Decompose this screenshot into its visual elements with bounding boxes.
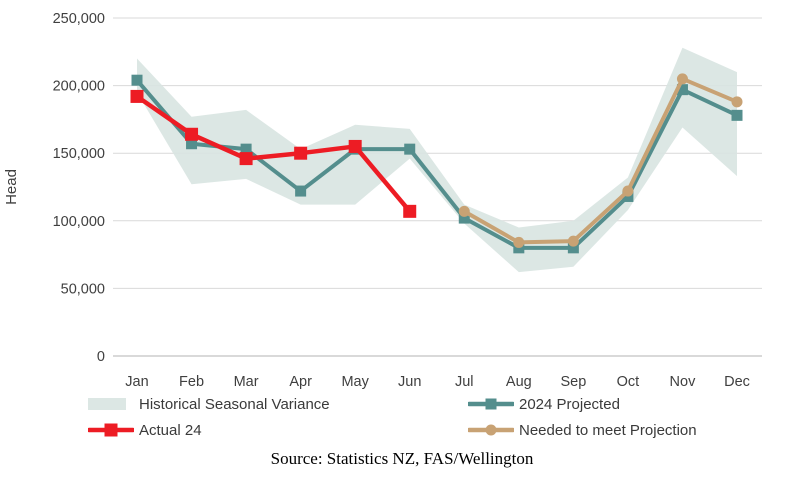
y-tick-label: 150,000 [53, 146, 105, 162]
needed-to-meet-projection-marker [676, 73, 688, 85]
y-axis-title: Head [3, 169, 20, 205]
historical-seasonal-variance-swatch-rect [88, 398, 126, 410]
x-tick-label: Mar [234, 374, 259, 390]
legend-item-actual-24: Actual 24 [88, 421, 202, 439]
legend-label-historical-seasonal-variance: Historical Seasonal Variance [139, 395, 330, 413]
x-tick-label: Dec [724, 374, 750, 390]
x-tick-label: Apr [289, 374, 312, 390]
historical-seasonal-variance-band [137, 47, 737, 273]
legend-item-historical-seasonal-variance: Historical Seasonal Variance [88, 395, 330, 413]
actual-24-marker [348, 139, 362, 153]
legend-label-actual-24: Actual 24 [139, 421, 202, 439]
projected-2024-marker [186, 138, 198, 150]
x-tick-label: Oct [617, 374, 640, 390]
x-tick-label: Jan [125, 374, 148, 390]
legend-label-needed-to-meet-projection: Needed to meet Projection [519, 421, 697, 439]
needed-to-meet-projection-swatch-marker [485, 424, 497, 436]
x-tick-label: Feb [179, 374, 204, 390]
historical-seasonal-variance-swatch-graphic [88, 398, 126, 410]
y-tick-label: 200,000 [53, 79, 105, 95]
needed-to-meet-projection-marker [731, 96, 743, 108]
x-tick-label: Aug [506, 374, 532, 390]
actual-24-swatch-marker [104, 423, 118, 437]
projected-2024-marker [240, 143, 252, 155]
needed-to-meet-projection-swatch [468, 422, 514, 438]
legend-item-projected-2024: 2024 Projected [468, 395, 620, 413]
actual-24-swatch-graphic [88, 423, 134, 437]
projected-2024-marker [731, 109, 743, 121]
projected-2024-marker [567, 242, 579, 254]
y-tick-label: 0 [97, 349, 105, 365]
needed-to-meet-projection-line [462, 76, 739, 245]
x-tick-label: Sep [560, 374, 586, 390]
projected-2024-marker [131, 74, 143, 86]
actual-24-marker [294, 146, 308, 160]
legend-item-needed-to-meet-projection: Needed to meet Projection [468, 421, 697, 439]
actual-24-marker [185, 127, 199, 141]
projected-2024-swatch [468, 396, 514, 412]
x-tick-label: Nov [670, 374, 697, 390]
chart-svg: 0 50,000 100,000 150,000 200,000 250,000 Jan Fe… [3, 11, 762, 390]
projected-2024-swatch-graphic [468, 398, 514, 410]
actual-24-marker [130, 89, 144, 103]
projected-2024-marker [676, 84, 688, 96]
y-tick-label: 50,000 [61, 281, 105, 297]
projected-2024-line [135, 78, 739, 250]
y-tick-label: 100,000 [53, 214, 105, 230]
legend-label-projected-2024: 2024 Projected [519, 395, 620, 413]
x-tick-label: Jun [398, 374, 421, 390]
needed-to-meet-projection-marker [567, 235, 579, 247]
actual-24-marker [239, 152, 253, 166]
projected-2024-marker [404, 143, 416, 155]
actual-24-marker [403, 204, 417, 218]
needed-to-meet-projection-marker [513, 236, 525, 248]
needed-to-meet-projection-swatch-graphic [468, 424, 514, 436]
historical-seasonal-variance-swatch [88, 396, 134, 412]
source-caption: Source: Statistics NZ, FAS/Wellington [270, 449, 534, 468]
projected-2024-swatch-marker [485, 398, 497, 410]
projected-2024-marker [295, 185, 307, 197]
actual-24-swatch [88, 422, 134, 438]
needed-to-meet-projection-marker [458, 205, 470, 217]
x-tick-label: May [341, 374, 369, 390]
needed-to-meet-projection-marker [622, 185, 634, 197]
projected-2024-marker [458, 212, 470, 224]
actual-24-line [134, 94, 412, 214]
x-tick-label: Jul [455, 374, 474, 390]
y-tick-label: 250,000 [53, 11, 105, 27]
